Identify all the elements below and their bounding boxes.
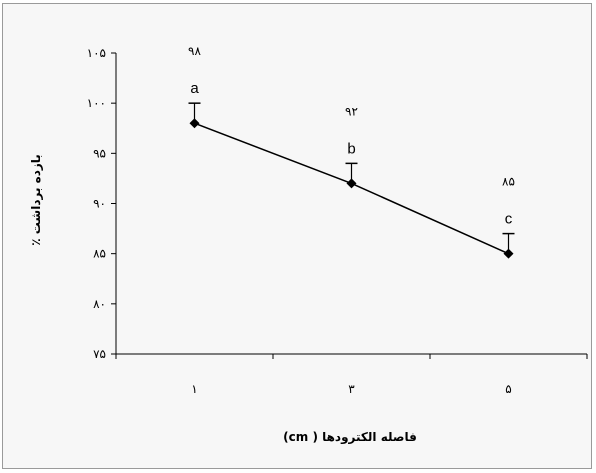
axes [115, 53, 587, 355]
y-tick-label: ۱۰۵ [87, 46, 106, 60]
data-point [189, 118, 200, 129]
group-letter: b [347, 140, 355, 157]
y-tick-label: ۷۵ [93, 347, 106, 361]
x-ticks: ۱ ۳ ۵ [115, 354, 588, 396]
series-layer: a ۹۸ b ۹۲ c ۸۵ [188, 44, 515, 259]
data-label: ۸۵ [502, 175, 515, 189]
data-label: ۹۸ [188, 44, 201, 58]
x-tick-label: ۵ [505, 382, 511, 396]
x-tick-label: ۳ [348, 382, 355, 396]
x-axis-label: فاصله الکترودها ( cm) [283, 430, 417, 445]
y-axis-label: بازده برداشت ٪ [29, 154, 43, 246]
group-letter: a [190, 80, 199, 97]
y-tick-label: ۸۵ [93, 247, 106, 261]
group-letter: c [505, 211, 513, 228]
y-ticks: ۷۵ ۸۰ ۸۵ ۹۰ ۹۵ ۱۰۰ ۱۰۵ [87, 46, 116, 361]
data-point [346, 178, 357, 189]
y-tick-label: ۹۵ [93, 146, 106, 160]
chart-area [2, 3, 592, 469]
data-point [503, 248, 514, 259]
data-label: ۹۲ [345, 104, 358, 118]
y-tick-label: ۹۰ [93, 197, 106, 211]
x-tick-label: ۱ [191, 382, 197, 396]
y-tick-label: ۱۰۰ [87, 96, 106, 110]
y-tick-label: ۸۰ [93, 297, 106, 311]
